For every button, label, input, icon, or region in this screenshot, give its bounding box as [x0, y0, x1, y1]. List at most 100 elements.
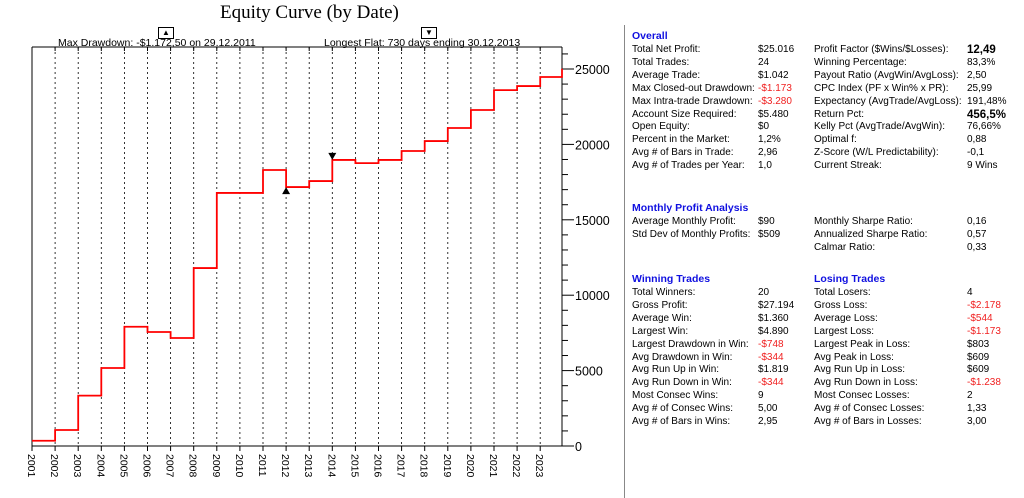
stat-value: 9 Wins [967, 160, 998, 172]
stat-value: 4 [967, 287, 973, 298]
x-tick-label: 2021 [487, 454, 499, 478]
stat-value: -0,1 [967, 147, 985, 159]
section-heading-losing: Losing Trades [814, 273, 886, 285]
stat-value: -$344 [758, 351, 784, 363]
x-tick-label: 2008 [187, 454, 199, 478]
stat-value: -$748 [758, 338, 784, 350]
stat-label: Avg Run Up in Loss: [814, 364, 905, 376]
stat-label: Avg Run Up in Win: [632, 364, 720, 376]
stat-label: Most Consec Losses: [814, 390, 910, 402]
stat-value: 0,16 [967, 216, 987, 227]
stat-label: Largest Loss: [814, 325, 875, 337]
stat-label: Largest Win: [632, 325, 689, 337]
longest-flat-marker-icon[interactable]: ▼ [421, 27, 437, 39]
stat-label: Total Losers: [814, 287, 871, 298]
chart-title: Equity Curve (by Date) [220, 2, 399, 23]
stat-value: 25,99 [967, 82, 993, 94]
stat-label: Avg # of Bars in Trade: [632, 147, 734, 159]
stat-value: 83,3% [967, 56, 996, 68]
stat-label: Expectancy (AvgTrade/AvgLoss): [814, 95, 962, 107]
x-tick-label: 2009 [210, 454, 222, 478]
stat-label: Total Winners: [632, 287, 696, 298]
stats-panel: Overall Total Net Profit: $25.016 Profit Fa… [624, 25, 1024, 498]
stat-value: -$2.178 [967, 299, 1001, 311]
stat-label: Percent in the Market: [632, 134, 730, 146]
stat-value: 76,66% [967, 121, 1001, 133]
stat-value: $27.194 [758, 299, 795, 311]
stat-label: Avg Drawdown in Win: [632, 351, 733, 363]
stat-value: 0,88 [967, 134, 987, 146]
stat-label: Optimal f: [814, 134, 857, 146]
x-tick-label: 2015 [348, 454, 360, 478]
x-tick-label: 2002 [48, 454, 60, 478]
section-heading-monthly: Monthly Profit Analysis [632, 202, 749, 214]
y-tick-label: 10000 [575, 289, 610, 303]
stat-value: -$544 [967, 312, 993, 324]
stat-label: Winning Percentage: [814, 56, 907, 68]
stat-label: Largest Drawdown in Win: [632, 338, 749, 350]
stat-value: -$1.173 [967, 325, 1001, 337]
section-heading-overall: Overall [632, 30, 668, 42]
x-tick-label: 2012 [279, 454, 291, 478]
stat-label: Avg # of Bars in Wins: [632, 416, 731, 427]
stat-value: 1,0 [758, 160, 772, 172]
stat-label: Avg # of Consec Losses: [814, 403, 925, 415]
y-tick-label: 0 [575, 440, 582, 454]
stat-value: $5.480 [758, 108, 789, 120]
drawdown-marker-icon [282, 187, 291, 195]
stat-label: Avg Run Down in Loss: [814, 377, 918, 389]
stat-label: Current Streak: [814, 160, 882, 172]
stat-label: CPC Index (PF x Win% x PR): [814, 82, 949, 94]
x-tick-label: 2016 [372, 454, 384, 478]
stat-label: Gross Profit: [632, 299, 688, 311]
stat-label: Avg Peak in Loss: [814, 351, 894, 363]
stat-value: 3,00 [967, 416, 987, 427]
stat-label: Payout Ratio (AvgWin/AvgLoss): [814, 69, 959, 81]
x-tick-label: 2018 [418, 454, 430, 478]
stat-label: Kelly Pct (AvgTrade/AvgWin): [814, 121, 945, 133]
stat-label: Total Net Profit: [632, 44, 701, 55]
stat-label: Max Intra-trade Drawdown: [632, 95, 753, 107]
stat-label: Return Pct: [814, 108, 865, 120]
stat-value: 0,57 [967, 228, 987, 240]
stat-label: Avg Run Down in Win: [632, 377, 732, 389]
x-tick-label: 2006 [141, 454, 153, 478]
stat-value: $90 [758, 216, 775, 227]
stat-value: $25.016 [758, 44, 795, 55]
stat-value: -$1.238 [967, 377, 1001, 389]
stat-value: 2,96 [758, 147, 778, 159]
stat-label: Open Equity: [632, 121, 690, 133]
x-tick-label: 2014 [325, 454, 337, 478]
stat-label: Account Size Required: [632, 108, 737, 120]
equity-chart: 2001 2002 2003 2004 2005 2006 2007 2008 2009 2010… [25, 46, 610, 478]
y-tick-label: 15000 [575, 214, 610, 228]
stat-value: $609 [967, 364, 990, 376]
x-tick-label: 2019 [441, 454, 453, 478]
stat-label: Calmar Ratio: [814, 241, 876, 253]
stat-value: 456,5% [967, 108, 1007, 121]
max-drawdown-marker-icon[interactable]: ▲ [158, 27, 174, 39]
x-tick-label: 2017 [395, 454, 407, 478]
longest-flat-label: Longest Flat: 730 days ending 30.12.2013 [324, 37, 521, 49]
stat-value: $803 [967, 338, 990, 350]
stat-value: 2,50 [967, 69, 987, 81]
stat-value: $0 [758, 121, 770, 133]
stat-value: 1,33 [967, 403, 987, 415]
stat-label: Avg # of Consec Wins: [632, 403, 733, 415]
stat-value: $609 [967, 351, 990, 363]
stat-label: Average Win: [632, 312, 692, 324]
y-tick-label: 25000 [575, 63, 610, 77]
stat-value: 0,33 [967, 241, 987, 253]
stat-label: Largest Peak in Loss: [814, 338, 911, 350]
stat-value: -$344 [758, 377, 784, 389]
x-tick-label: 2010 [233, 454, 245, 478]
stat-value: $1.360 [758, 312, 789, 324]
x-tick-label: 2001 [25, 454, 37, 478]
stat-label: Average Loss: [814, 312, 878, 324]
stat-value: 12,49 [967, 44, 996, 56]
x-tick-label: 2023 [533, 454, 545, 478]
stat-label: Z-Score (W/L Predictability): [814, 147, 939, 159]
stat-value: $1.819 [758, 364, 789, 376]
x-tick-label: 2003 [71, 454, 83, 478]
section-heading-winning: Winning Trades [632, 273, 711, 285]
